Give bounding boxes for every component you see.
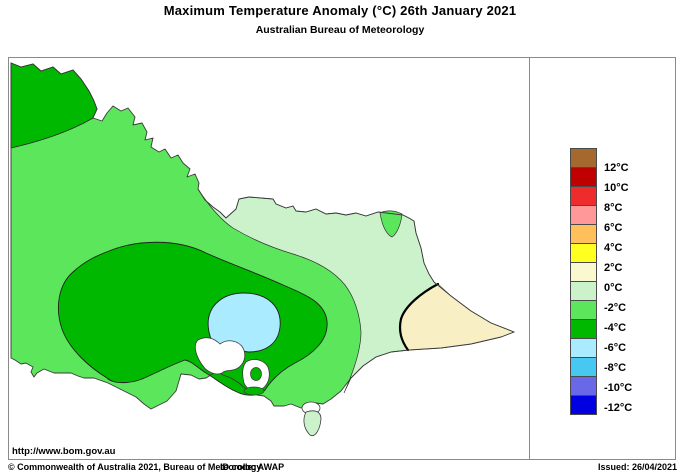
legend-label-0: 0°C <box>604 282 623 294</box>
legend-labels: 12°C 10°C 8°C 6°C 4°C 2°C 0°C -2°C -4°C … <box>604 158 632 418</box>
legend-label-neg4: -4°C <box>604 322 627 334</box>
port-phillip-bay <box>194 337 246 375</box>
legend-panel-divider <box>529 58 530 459</box>
victoria-anomaly-map <box>10 62 515 437</box>
legend-label-8: 8°C <box>604 202 623 214</box>
legend-swatch-0-2 <box>570 262 597 282</box>
page-subtitle: Australian Bureau of Meteorology <box>255 24 425 36</box>
legend-swatch-6-8 <box>570 205 597 225</box>
issued-date-text: Issued: 26/04/2021 <box>597 462 677 472</box>
phillip-island <box>243 386 265 396</box>
legend-swatch-8-10 <box>570 186 597 206</box>
id-code-text: ID code: AWAP <box>220 462 285 472</box>
legend-swatch-above-12 <box>570 148 597 168</box>
legend-label-10: 10°C <box>604 182 629 194</box>
map-region-central-dark <box>57 241 328 396</box>
zero-degree-contour <box>398 282 440 352</box>
state-border-outline <box>10 62 515 410</box>
legend-swatch-below-neg12 <box>570 395 597 415</box>
legend-swatch-neg8-neg6 <box>570 338 597 358</box>
legend-swatch-10-12 <box>570 167 597 187</box>
page-title: Maximum Temperature Anomaly (°C) 26th Ja… <box>163 3 517 18</box>
legend-swatch-2-4 <box>570 243 597 263</box>
map-patch-ne-teardrop <box>379 210 403 238</box>
legend-label-12: 12°C <box>604 162 629 174</box>
legend-label-neg12: -12°C <box>604 402 633 414</box>
legend-label-6: 6°C <box>604 222 623 234</box>
legend-label-neg2: -2°C <box>604 302 627 314</box>
wilsons-promontory <box>303 410 322 437</box>
legend-swatch-neg2-0 <box>570 281 597 301</box>
legend-label-4: 4°C <box>604 242 623 254</box>
legend-swatch-neg12-neg10 <box>570 376 597 396</box>
legend-color-scale <box>570 148 597 415</box>
legend-swatch-4-6 <box>570 224 597 244</box>
legend-label-2: 2°C <box>604 262 623 274</box>
map-frame: http://www.bom.gov.au <box>8 57 676 460</box>
copyright-text: © Commonwealth of Australia 2021, Bureau… <box>8 462 262 472</box>
legend-swatch-neg10-neg8 <box>570 357 597 377</box>
bom-url-text: http://www.bom.gov.au <box>12 446 116 457</box>
legend-label-neg8: -8°C <box>604 362 627 374</box>
french-island <box>250 367 262 381</box>
legend-label-neg6: -6°C <box>604 342 627 354</box>
legend-swatch-neg6-neg4 <box>570 319 597 339</box>
legend-label-neg10: -10°C <box>604 382 633 394</box>
legend-swatch-neg4-neg2 <box>570 300 597 320</box>
